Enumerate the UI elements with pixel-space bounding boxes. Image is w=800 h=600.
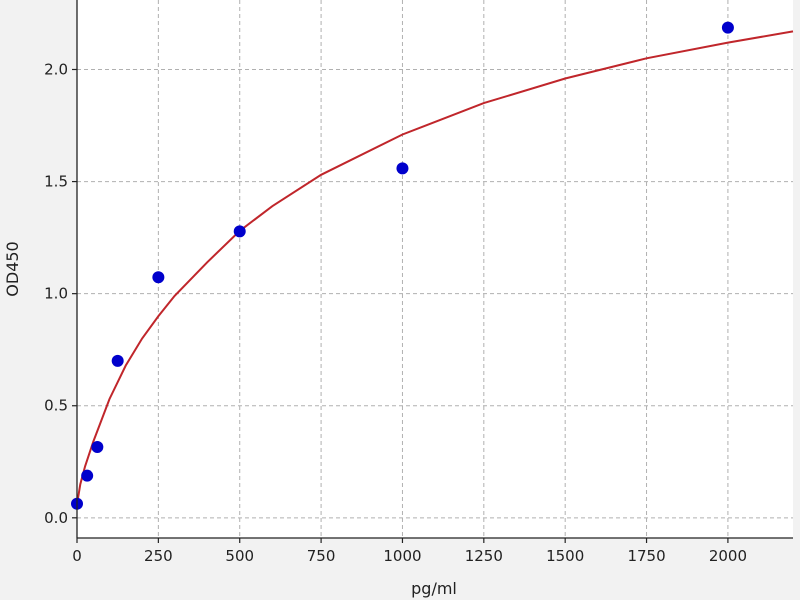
axes: [72, 0, 793, 543]
data-point: [91, 440, 104, 453]
data-point: [81, 469, 94, 482]
data-points: [71, 21, 734, 510]
y-axis-label: OD450: [3, 241, 22, 296]
x-tick-label: 500: [225, 547, 254, 565]
x-tick-label: 750: [307, 547, 336, 565]
data-point: [233, 225, 246, 238]
x-axis-label: pg/ml: [411, 579, 457, 598]
x-tick-label: 2000: [709, 547, 747, 565]
y-tick-label: 1.5: [44, 173, 68, 191]
y-tick-label: 1.0: [44, 285, 68, 303]
plot-area: [77, 0, 793, 538]
grid: [76, 0, 793, 538]
fit-curve-group: [76, 30, 794, 505]
data-point: [152, 271, 165, 284]
y-tick-label: 2.0: [44, 60, 68, 78]
y-tick-label: 0.0: [44, 509, 68, 527]
x-tick-label: 0: [72, 547, 82, 565]
x-tick-label: 1000: [383, 547, 421, 565]
y-tick-label: 0.5: [44, 397, 68, 415]
x-tick-label: 1250: [465, 547, 503, 565]
data-point: [721, 21, 734, 34]
x-tick-label: 1500: [546, 547, 584, 565]
tick-labels: 0 250 500 750 1000 1250 1500 1750 2000 0.0 0.5 1.0 1…: [44, 60, 747, 565]
x-tick-label: 1750: [627, 547, 665, 565]
x-tick-label: 250: [144, 547, 173, 565]
data-point: [111, 354, 124, 367]
data-point: [396, 162, 409, 175]
fit-curve: [76, 30, 794, 505]
